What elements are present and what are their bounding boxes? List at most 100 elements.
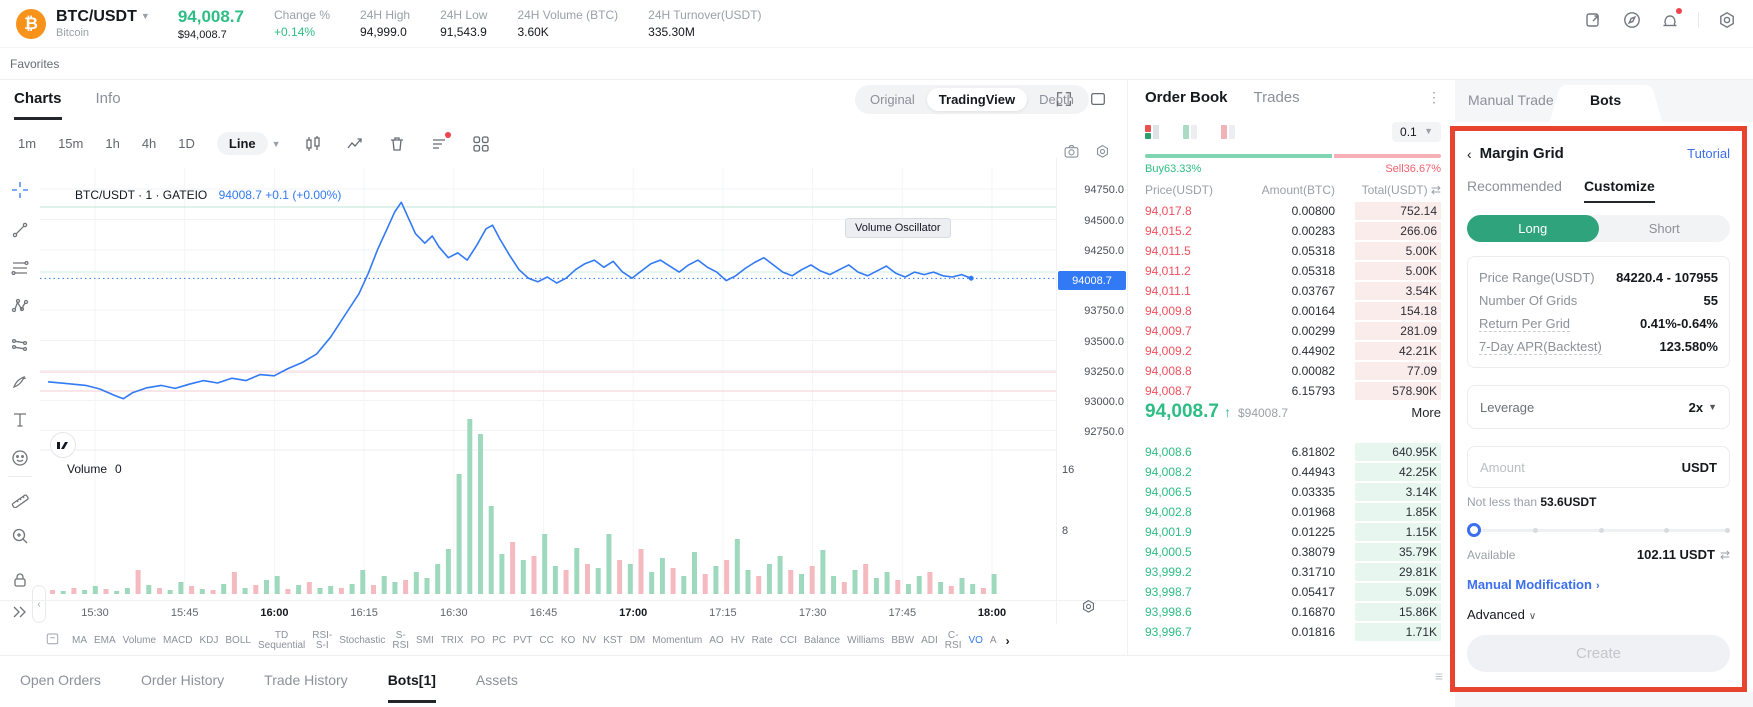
indicator-pc[interactable]: PC [492, 634, 506, 646]
candlestick-style-icon[interactable] [303, 134, 323, 154]
pair-selector[interactable]: BTC/USDT ▼ Bitcoin [56, 8, 150, 39]
indicator-ko[interactable]: KO [560, 634, 576, 646]
indicator-cc[interactable]: CC [539, 634, 554, 646]
tab-order-book[interactable]: Order Book [1145, 88, 1228, 106]
zoom-in-tool-icon[interactable] [10, 526, 30, 546]
indicator-rate[interactable]: Rate [751, 634, 773, 646]
window-icon[interactable] [1089, 90, 1107, 113]
chart-settings-icon[interactable] [1094, 143, 1111, 165]
timeframe-15m[interactable]: 15m [58, 136, 84, 151]
kebab-menu-icon[interactable]: ⋮ [1427, 88, 1441, 105]
grid-tab-customize[interactable]: Customize [1583, 178, 1655, 203]
view-mode-tradingview[interactable]: TradingView [926, 88, 1028, 111]
tab-trades[interactable]: Trades [1253, 88, 1300, 106]
compass-icon[interactable] [1622, 10, 1642, 30]
indicator-momentum[interactable]: Momentum [652, 634, 703, 646]
indicator-williams[interactable]: Williams [847, 634, 885, 646]
indicator-hv[interactable]: HV [730, 634, 745, 646]
indicator-more-icon[interactable]: › [1005, 633, 1010, 648]
more-link[interactable]: More [1411, 405, 1441, 420]
price-chart[interactable] [40, 150, 1056, 610]
grid-tab-recommended[interactable]: Recommended [1467, 178, 1562, 194]
indicator-adi[interactable]: ADI [921, 634, 938, 646]
ruler-tool-icon[interactable] [10, 488, 30, 509]
transfer-icon[interactable]: ⇄ [1719, 547, 1730, 562]
bid-row[interactable]: 94,008.6 6.81802 640.95K [1128, 442, 1455, 462]
ask-row[interactable]: 94,017.8 0.00800 752.14 [1128, 201, 1455, 221]
pattern-tool-icon[interactable] [10, 296, 30, 316]
layout-bids-icon[interactable] [1183, 125, 1197, 139]
bid-row[interactable]: 94,002.8 0.01968 1.85K [1128, 502, 1455, 522]
bid-row[interactable]: 93,998.7 0.05417 5.09K [1128, 582, 1455, 602]
tradingview-logo[interactable] [50, 432, 76, 458]
chart-tab-charts[interactable]: Charts [14, 90, 62, 120]
indicator-bbw[interactable]: BBW [891, 634, 915, 646]
indicator-template-icon[interactable] [429, 131, 451, 154]
indicator-s--rsi[interactable]: S- RSI [392, 629, 410, 651]
settings-icon[interactable] [1717, 10, 1737, 30]
text-tool-icon[interactable] [10, 410, 30, 430]
amount-input[interactable]: Amount USDT [1467, 446, 1730, 488]
emoji-tool-icon[interactable] [10, 448, 30, 468]
bid-row[interactable]: 93,996.7 0.01816 1.71K [1128, 622, 1455, 642]
lock-tool-icon[interactable] [10, 570, 30, 590]
ask-row[interactable]: 94,008.8 0.00082 77.09 [1128, 361, 1455, 381]
ask-row[interactable]: 94,009.7 0.00299 281.09 [1128, 321, 1455, 341]
layout-asks-icon[interactable] [1221, 125, 1235, 139]
slider-dot[interactable] [1664, 528, 1670, 533]
indicator-rsi--s-i[interactable]: RSI- S-I [312, 629, 333, 651]
bottom-tab-assets[interactable]: Assets [475, 672, 518, 688]
create-button[interactable]: Create [1467, 635, 1730, 672]
timeframe-1h[interactable]: 1h [105, 136, 120, 151]
amount-slider[interactable] [1467, 523, 1730, 537]
chart-tab-info[interactable]: Info [95, 90, 121, 107]
gann-lines-tool-icon[interactable] [10, 258, 30, 278]
manual-modification-link[interactable]: Manual Modification › [1467, 577, 1600, 592]
leverage-selector[interactable]: Leverage 2x ▼ [1467, 385, 1730, 429]
indicator-boll[interactable]: BOLL [225, 634, 251, 646]
timeframe-1d[interactable]: 1D [178, 136, 195, 151]
long-button[interactable]: Long [1467, 215, 1599, 242]
ask-row[interactable]: 94,009.8 0.00164 154.18 [1128, 301, 1455, 321]
bid-row[interactable]: 94,006.5 0.03335 3.14K [1128, 482, 1455, 502]
bid-row[interactable]: 94,008.2 0.44943 42.25K [1128, 462, 1455, 482]
back-icon[interactable]: ‹ [1467, 145, 1472, 162]
hamburger-menu-icon[interactable]: ≡ [1434, 668, 1443, 684]
bottom-tab-order-history[interactable]: Order History [140, 672, 225, 688]
ask-row[interactable]: 94,011.1 0.03767 3.54K [1128, 281, 1455, 301]
bids-list[interactable]: 94,008.6 6.81802 640.95K 94,008.2 0.44943 42.… [1128, 442, 1455, 642]
slider-handle[interactable] [1467, 523, 1481, 537]
tab-bots[interactable]: Bots [1590, 92, 1622, 108]
advanced-toggle[interactable]: Advanced ∨ [1467, 607, 1537, 622]
timeframe-4h[interactable]: 4h [141, 136, 157, 151]
favorites-label[interactable]: Favorites [10, 56, 60, 71]
multi-chart-layout-icon[interactable] [471, 134, 491, 154]
bottom-tab-open-orders[interactable]: Open Orders [20, 672, 101, 688]
chart-type-selector[interactable]: Line ▼ [216, 132, 281, 155]
indicator-trix[interactable]: TRIX [440, 634, 464, 646]
ask-row[interactable]: 94,009.2 0.44902 42.21K [1128, 341, 1455, 361]
indicator-balance[interactable]: Balance [803, 634, 841, 646]
asks-list[interactable]: 94,017.8 0.00800 752.14 94,015.2 0.00283 266.… [1128, 201, 1455, 401]
collapse-rail-handle[interactable]: ‹ [32, 585, 46, 623]
bid-row[interactable]: 93,998.6 0.16870 15.86K [1128, 602, 1455, 622]
bid-row[interactable]: 94,000.5 0.38079 35.79K [1128, 542, 1455, 562]
ask-row[interactable]: 94,011.5 0.05318 5.00K [1128, 241, 1455, 261]
view-mode-original[interactable]: Original [870, 92, 915, 107]
forward-tool-icon[interactable] [10, 602, 30, 622]
share-icon[interactable] [1584, 10, 1604, 30]
ask-row[interactable]: 94,015.2 0.00283 266.06 [1128, 221, 1455, 241]
indicator-stochastic[interactable]: Stochastic [339, 634, 386, 646]
indicator-cci[interactable]: CCI [779, 634, 797, 646]
indicator-c--rsi[interactable]: C- RSI [944, 629, 962, 651]
indicator-volume[interactable]: Volume [122, 634, 157, 646]
short-button[interactable]: Short [1648, 221, 1680, 236]
slider-dot[interactable] [1532, 528, 1538, 533]
timeframe-1m[interactable]: 1m [18, 136, 37, 151]
indicator-nv[interactable]: NV [582, 634, 597, 646]
indicator-td-sequential[interactable]: TD Sequential [257, 629, 306, 651]
bottom-tab-bots---[interactable]: Bots[1] [387, 672, 436, 703]
indicator-settings-icon[interactable] [45, 631, 60, 651]
indicator-a[interactable]: A [989, 634, 997, 646]
slider-dot[interactable] [1598, 528, 1604, 533]
